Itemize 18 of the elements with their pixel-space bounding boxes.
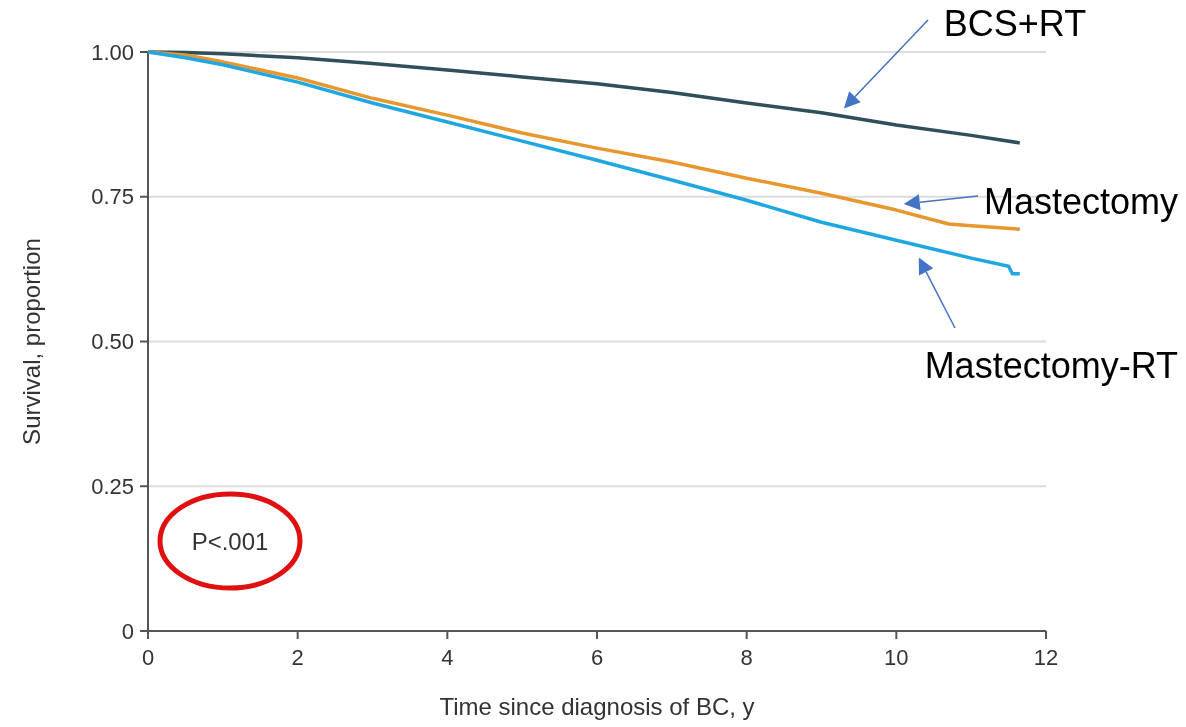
- x-tick-label: 12: [1033, 645, 1059, 670]
- x-axis-title: Time since diagnosis of BC, y: [439, 693, 755, 720]
- text: BCS+RT: [943, 3, 1087, 44]
- x-tick-label: 8: [740, 645, 753, 670]
- x-tick-label: 2: [291, 645, 304, 670]
- y-axis-title: Survival, proportion: [18, 238, 45, 445]
- x-tick-label: 0: [141, 645, 155, 670]
- x-tick-label: 6: [590, 645, 604, 670]
- x-tick-label: 4: [441, 645, 454, 670]
- y-tick-label: 0.75: [91, 184, 134, 210]
- annotation: P<.001: [191, 528, 269, 555]
- y-tick-label: 0: [121, 618, 134, 644]
- text: Mastectomy-RT: [924, 345, 1179, 386]
- y-tick-label: 0.25: [91, 473, 134, 499]
- y-tick-label: 1.00: [91, 39, 134, 65]
- x-tick-label: 10: [884, 645, 909, 670]
- y-tick-label: 0.50: [91, 329, 134, 355]
- series-label: Mastectomy: [983, 181, 1178, 222]
